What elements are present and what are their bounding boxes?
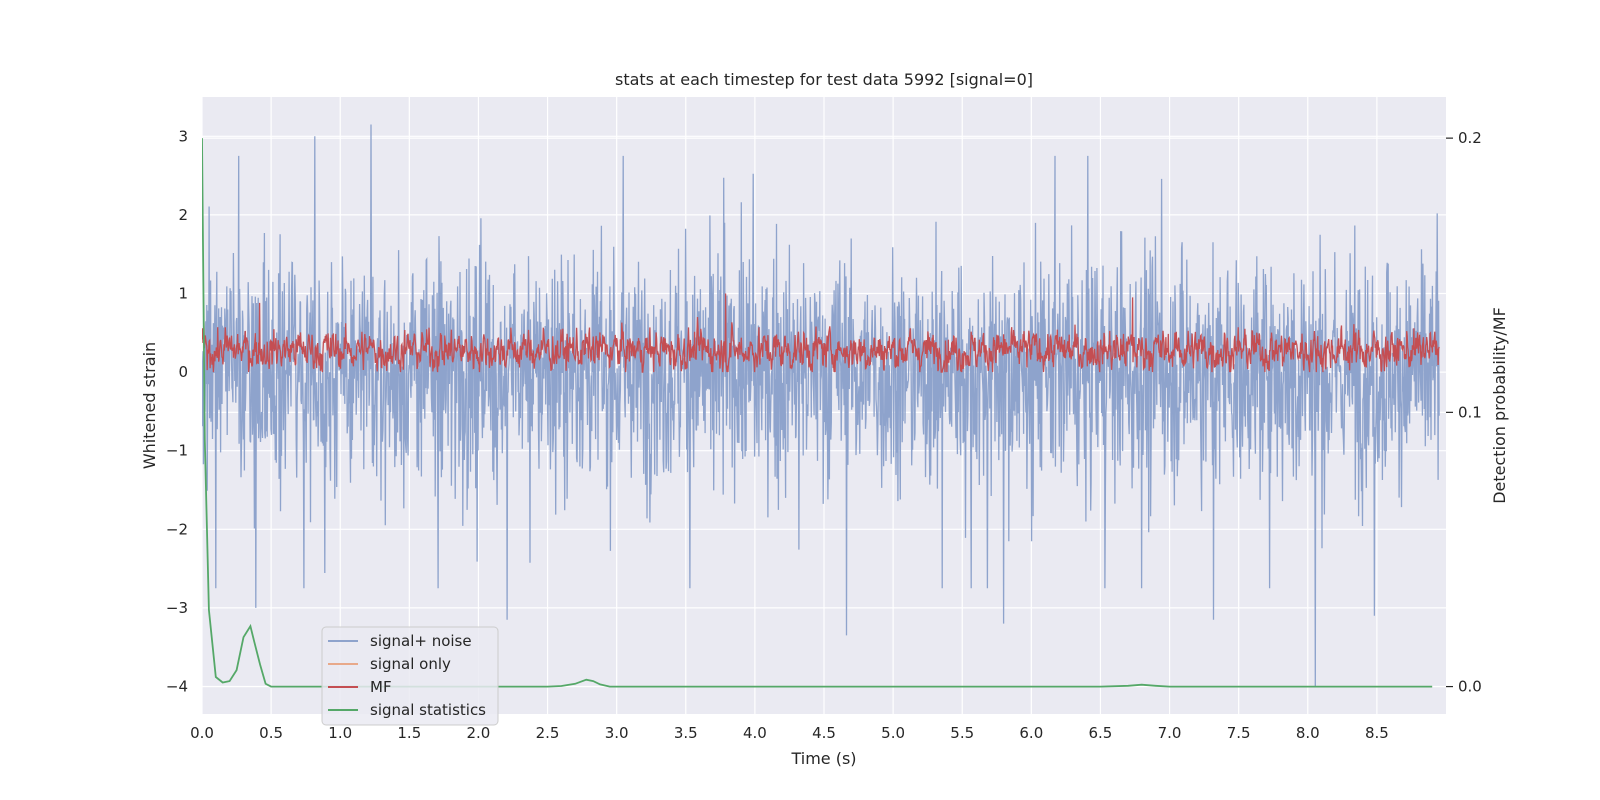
chart-title: stats at each timestep for test data 599… [615, 70, 1033, 89]
legend-label: signal only [370, 655, 451, 673]
x-tick-label: 8.5 [1365, 724, 1389, 742]
x-tick-label: 4.0 [743, 724, 767, 742]
y2-axis-label: Detection probability/MF [1490, 307, 1509, 504]
x-tick-label: 1.5 [397, 724, 421, 742]
y-tick-label: −1 [166, 442, 188, 460]
series-mf [202, 293, 1440, 373]
y-tick-label: −3 [166, 599, 188, 617]
x-tick-label: 3.5 [674, 724, 698, 742]
series-signal-noise [202, 124, 1440, 687]
y2-tick-label: 0.1 [1458, 403, 1482, 421]
legend-label: signal+ noise [370, 632, 472, 650]
x-axis-ticks: 0.0 0.5 1.0 1.5 2.0 2.5 3.0 3.5 4.0 4.5 5.0 5.5 6.0 6… [190, 724, 1389, 742]
legend-label: MF [370, 678, 392, 696]
x-tick-label: 4.5 [812, 724, 836, 742]
y2-tick-label: 0.2 [1458, 129, 1482, 147]
x-tick-label: 2.5 [536, 724, 560, 742]
x-tick-label: 6.0 [1019, 724, 1043, 742]
x-tick-label: 2.0 [467, 724, 491, 742]
y2-axis-ticks: 0.0 0.1 0.2 [1446, 129, 1482, 696]
legend-box [321, 626, 499, 726]
x-tick-label: 0.5 [259, 724, 283, 742]
series-signal-statistics [202, 138, 1433, 688]
x-tick-label: 5.0 [881, 724, 905, 742]
y-tick-label: 3 [178, 127, 188, 145]
y2-tick-label: 0.0 [1458, 678, 1482, 696]
x-tick-label: 6.5 [1089, 724, 1113, 742]
legend: signal+ noise signal only MF signal statist… [321, 626, 499, 726]
x-axis-label: Time (s) [790, 749, 856, 768]
y-tick-label: 0 [178, 363, 188, 381]
x-tick-label: 1.0 [328, 724, 352, 742]
x-tick-label: 7.5 [1227, 724, 1251, 742]
y-axis-label: Whitened strain [140, 342, 159, 469]
x-tick-label: 8.0 [1296, 724, 1320, 742]
y-tick-label: 2 [178, 206, 188, 224]
y-tick-label: −2 [166, 520, 188, 538]
x-tick-label: 7.0 [1158, 724, 1182, 742]
x-tick-label: 5.5 [950, 724, 974, 742]
y-tick-label: −4 [166, 677, 188, 695]
x-tick-label: 0.0 [190, 724, 214, 742]
y-axis-ticks: −4 −3 −2 −1 0 1 2 3 [166, 127, 188, 695]
legend-label: signal statistics [370, 701, 486, 719]
y-tick-label: 1 [178, 284, 188, 302]
x-tick-label: 3.0 [605, 724, 629, 742]
